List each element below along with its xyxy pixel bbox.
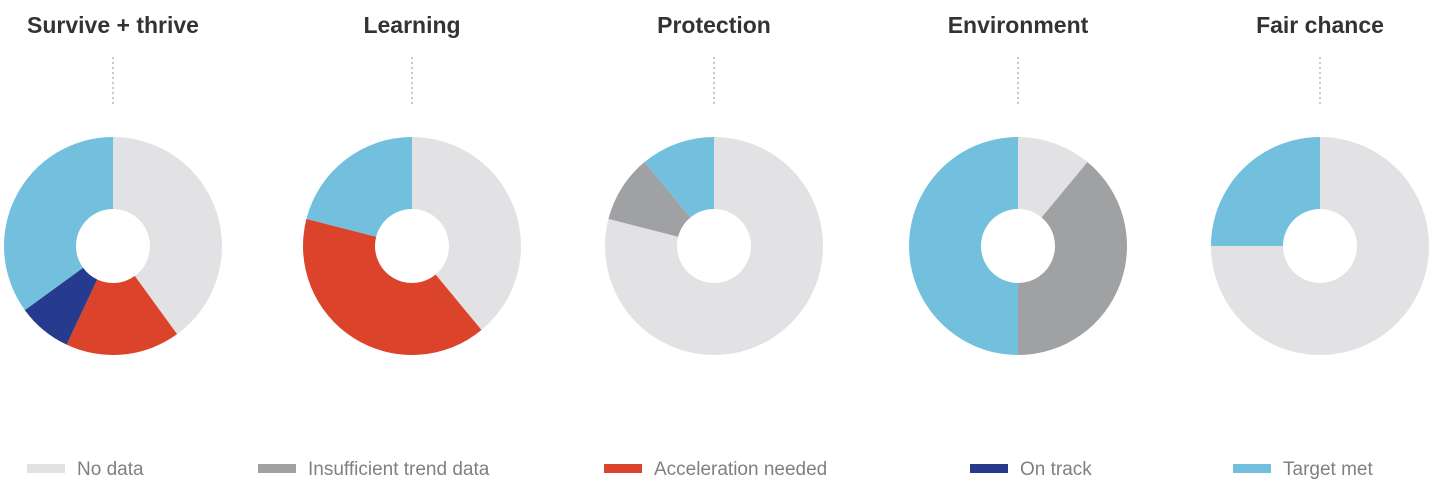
legend-swatch [258, 464, 296, 473]
legend-label: No data [77, 459, 144, 480]
legend-item-insufficient: Insufficient trend data [258, 459, 490, 480]
chart-title: Fair chance [1256, 12, 1384, 38]
legend-swatch [970, 464, 1008, 473]
slice-target-met [909, 137, 1018, 355]
slice-insufficient [608, 162, 691, 237]
legend-item-on-track: On track [970, 459, 1092, 480]
slice-insufficient [1018, 162, 1127, 355]
legend-swatch [604, 464, 642, 473]
donut-survive-thrive: Survive + thrive [3, 12, 222, 356]
legend-label: Target met [1283, 459, 1373, 480]
legend-label: Acceleration needed [654, 459, 827, 480]
legend-swatch [1233, 464, 1271, 473]
donut-charts: Survive + thrive Learning Protection Enviro… [3, 12, 1429, 356]
chart-title: Environment [948, 12, 1089, 38]
legend-item-acceleration: Acceleration needed [604, 459, 827, 480]
slice-acceleration [303, 218, 482, 355]
slice-on-track [24, 267, 98, 345]
slice-target-met [3, 137, 113, 311]
slice-target-met [644, 137, 714, 218]
chart-title: Survive + thrive [27, 12, 199, 38]
legend: No data Insufficient trend data Accelerati… [27, 459, 1373, 480]
slice-no-data [1018, 137, 1088, 218]
legend-item-no-data: No data [27, 459, 144, 480]
slice-no-data [1211, 137, 1429, 355]
slice-no-data [604, 137, 823, 355]
legend-item-target-met: Target met [1233, 459, 1373, 480]
legend-label: Insufficient trend data [308, 459, 490, 480]
donut-fair-chance: Fair chance [1211, 12, 1429, 355]
slice-no-data [412, 137, 521, 330]
donut-protection: Protection [604, 12, 823, 355]
slice-target-met [306, 137, 412, 237]
donut-environment: Environment [909, 12, 1127, 355]
legend-label: On track [1020, 459, 1092, 480]
slice-target-met [1211, 137, 1320, 246]
slice-no-data [113, 137, 222, 335]
slice-acceleration [66, 275, 178, 356]
chart-title: Learning [363, 12, 460, 38]
chart-title: Protection [657, 12, 771, 38]
donut-learning: Learning [303, 12, 521, 355]
legend-swatch [27, 464, 65, 473]
